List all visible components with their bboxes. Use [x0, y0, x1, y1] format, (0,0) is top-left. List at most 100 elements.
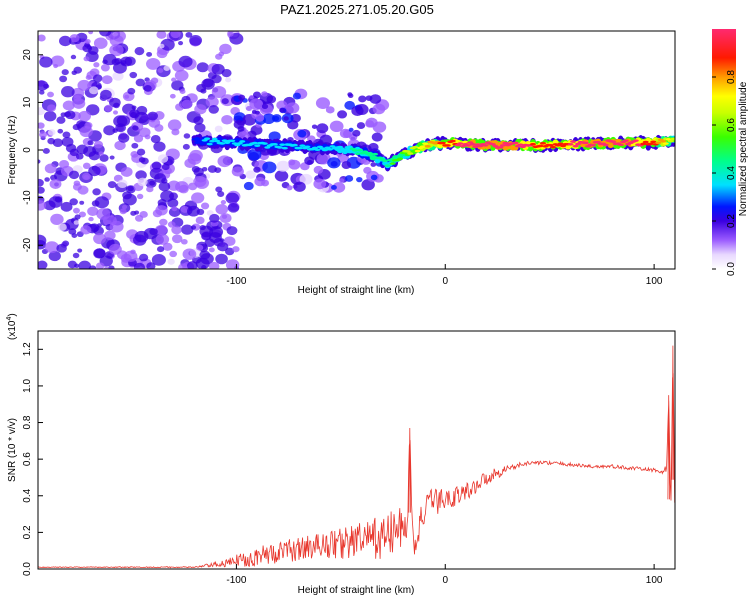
noise-blob	[77, 185, 89, 195]
x-tick-label: 0	[442, 575, 448, 586]
noise-blob	[72, 207, 80, 214]
noise-blob	[178, 41, 184, 46]
noise-blob	[156, 246, 165, 253]
noise-blob	[221, 98, 229, 105]
noise-blob	[221, 114, 233, 125]
noise-blob	[145, 178, 157, 189]
ridge-cell	[617, 143, 624, 147]
noise-blob	[74, 214, 81, 220]
noise-blob	[146, 57, 161, 70]
scatter-blob	[283, 116, 289, 121]
noise-blob	[167, 221, 176, 228]
ridge-cell	[347, 150, 354, 154]
scatter-blob	[345, 175, 354, 182]
noise-blob	[225, 77, 232, 83]
noise-blob	[183, 133, 191, 139]
noise-blob	[155, 224, 168, 235]
noise-blob	[178, 55, 193, 68]
noise-blob	[130, 249, 136, 255]
scatter-blob	[254, 110, 260, 115]
ridge-cell	[367, 152, 374, 155]
scatter-blob	[316, 152, 331, 165]
noise-blob	[170, 31, 181, 39]
noise-blob	[64, 111, 72, 118]
noise-blob	[136, 148, 146, 156]
scatter-blob	[356, 122, 366, 130]
scatter-blob	[262, 161, 277, 174]
noise-blob	[220, 200, 227, 205]
noise-blob	[100, 89, 112, 100]
noise-blob	[182, 248, 197, 260]
noise-blob	[167, 119, 182, 131]
ridge-cell	[304, 145, 311, 149]
noise-blob	[217, 191, 225, 198]
scatter-blob	[370, 162, 377, 167]
ridge-cell	[326, 147, 333, 151]
noise-blob	[50, 55, 65, 67]
noise-blob	[208, 261, 220, 269]
noise-blob	[114, 57, 122, 65]
noise-blob	[150, 135, 161, 144]
noise-blob	[38, 260, 48, 269]
noise-blob	[133, 234, 147, 246]
ridge-cell	[372, 152, 379, 156]
noise-blob	[87, 206, 99, 216]
ridge-cell	[419, 145, 426, 149]
ridge-cell	[337, 145, 344, 149]
ridge-cell	[407, 152, 414, 155]
noise-blob	[227, 203, 240, 213]
ridge-cell	[221, 139, 228, 143]
x-tick-label: -100	[226, 575, 246, 586]
ridge-cell	[276, 146, 283, 149]
noise-blob	[96, 208, 111, 220]
scatter-blob	[288, 159, 301, 170]
scatter-blob	[261, 103, 269, 109]
noise-blob	[169, 93, 176, 99]
noise-blob	[38, 178, 44, 187]
noise-blob	[92, 188, 101, 196]
ridge-cell	[547, 143, 554, 147]
ridge-cell	[655, 141, 662, 145]
noise-blob	[158, 181, 171, 192]
noise-blob	[155, 233, 170, 245]
scatter-blob	[358, 95, 367, 103]
noise-blob	[129, 71, 138, 79]
ridge-cell	[670, 137, 675, 141]
noise-blob	[181, 224, 194, 235]
ridge-cell	[236, 142, 243, 145]
noise-blob	[122, 204, 128, 210]
snr-x-label: Height of straight line (km)	[298, 585, 415, 596]
y-tick-label: 0.2	[22, 525, 33, 539]
noise-blob	[101, 75, 113, 85]
scatter-blob	[243, 181, 254, 191]
scatter-blob	[337, 110, 348, 119]
noise-blob	[131, 105, 137, 110]
noise-blob	[169, 250, 178, 258]
noise-blob	[225, 192, 240, 204]
ridge-cell	[550, 145, 557, 149]
noise-blob	[119, 208, 127, 215]
noise-blob	[127, 87, 136, 95]
scatter-blob	[352, 129, 361, 137]
noise-blob	[232, 246, 240, 253]
ridge-cell	[384, 164, 391, 168]
noise-blob	[195, 216, 205, 225]
noise-blob	[78, 211, 86, 218]
noise-blob	[211, 63, 225, 75]
ridge-cell	[291, 143, 298, 147]
noise-blob	[83, 56, 90, 62]
noise-blob	[44, 163, 57, 174]
noise-blob	[134, 47, 145, 56]
noise-blob	[93, 62, 100, 68]
ridge-cell	[610, 140, 617, 143]
noise-blob	[80, 225, 92, 235]
noise-blob	[49, 179, 62, 189]
noise-blob	[52, 138, 64, 148]
ridge-cell	[439, 141, 446, 145]
noise-blob	[65, 143, 77, 153]
noise-blob	[109, 44, 124, 57]
spectrogram-y-label: Frequency (Hz)	[7, 116, 18, 185]
noise-blob	[38, 122, 45, 129]
colorbar-tick-label: 0.6	[726, 118, 737, 132]
noise-blob	[102, 59, 108, 65]
